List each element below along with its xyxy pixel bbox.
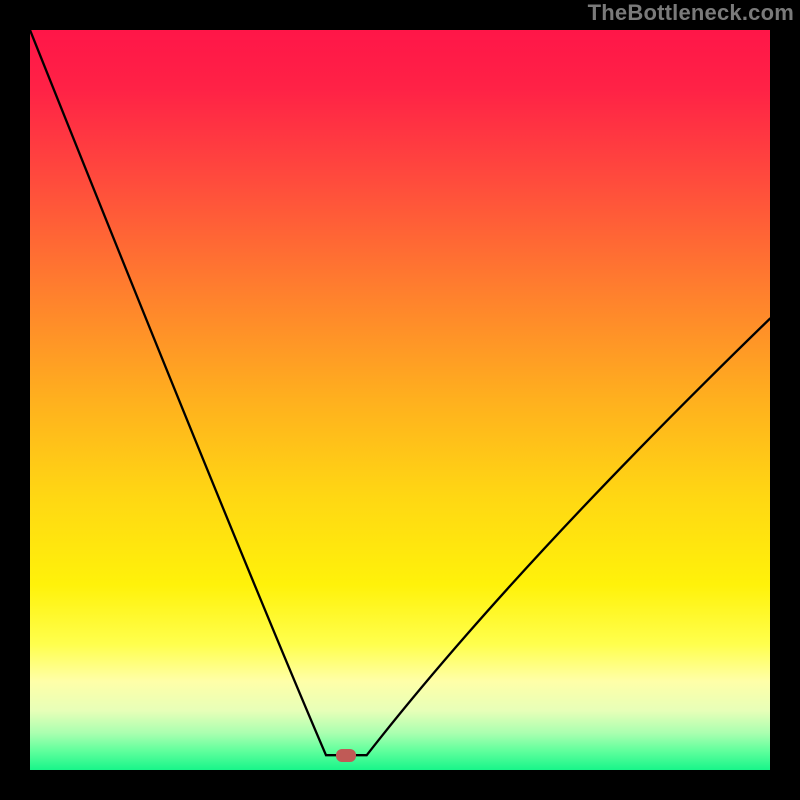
- watermark-text: TheBottleneck.com: [588, 0, 794, 26]
- bottleneck-curve: [30, 30, 770, 770]
- optimal-point-marker: [336, 749, 356, 762]
- chart-plot-area: [30, 30, 770, 770]
